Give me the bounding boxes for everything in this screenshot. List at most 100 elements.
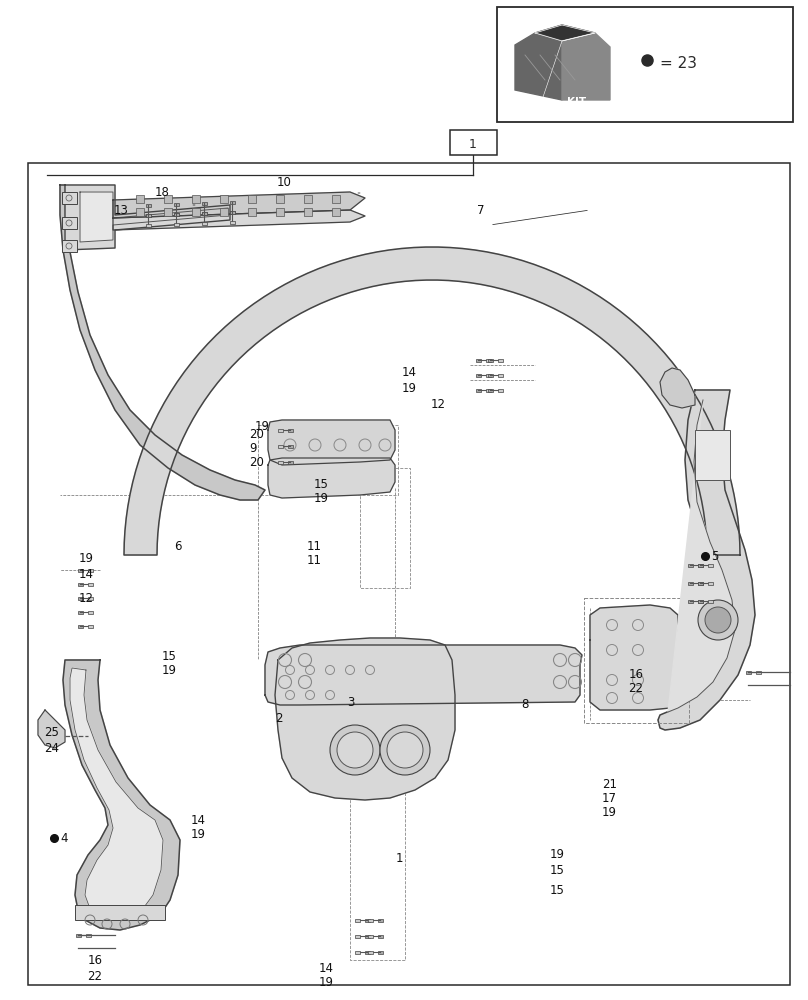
Bar [230,211,235,214]
Bar [62,192,77,204]
Bar [355,951,360,954]
Bar [756,671,761,674]
Bar [688,582,693,585]
Bar [62,240,77,252]
Bar [230,201,235,204]
Bar [497,7,793,122]
Bar [28,163,790,985]
Bar [288,445,293,448]
Bar [365,951,370,954]
Bar [192,208,200,216]
Bar [378,935,383,938]
Bar [304,195,312,203]
Bar [248,208,256,216]
Bar [332,195,340,203]
Bar [488,374,493,377]
Bar [355,919,360,922]
Text: KIT: KIT [520,97,539,107]
Text: 14: 14 [319,962,335,974]
Polygon shape [658,390,755,730]
Bar [355,935,360,938]
Text: 19: 19 [319,976,335,988]
Bar [230,211,235,214]
Bar [78,611,83,614]
Circle shape [330,725,380,775]
Polygon shape [60,185,265,500]
Polygon shape [65,185,230,250]
Bar [288,429,293,432]
Polygon shape [113,192,365,218]
Bar [248,195,256,203]
Text: 12: 12 [78,591,94,604]
Bar [288,461,293,464]
Bar [164,195,172,203]
Polygon shape [268,420,395,465]
Text: 19: 19 [549,848,565,861]
Text: 1: 1 [396,852,403,864]
Text: 14: 14 [402,366,417,379]
Text: 17: 17 [602,792,617,804]
Text: 8: 8 [521,698,528,712]
Bar [276,208,284,216]
Bar [486,374,491,377]
Text: 2: 2 [275,712,282,724]
Bar [365,935,370,938]
Text: 12: 12 [431,397,446,410]
Bar [488,359,493,362]
Text: 14: 14 [78,568,94,582]
Bar [378,951,383,954]
Bar [584,598,689,723]
Text: 25: 25 [44,726,59,738]
Text: 19: 19 [191,828,206,840]
Bar [368,935,373,938]
Polygon shape [668,400,735,712]
Text: 15: 15 [162,650,176,664]
Text: 15: 15 [549,863,564,876]
Text: 24: 24 [44,742,60,754]
Bar [76,934,81,937]
Bar [202,212,207,215]
Text: 19: 19 [255,420,270,434]
Bar [230,221,235,224]
Bar [486,389,491,392]
Bar [62,217,77,229]
Bar [498,374,503,377]
Text: 20: 20 [249,456,263,468]
Bar [746,671,751,674]
Bar [278,429,283,432]
Bar [164,208,172,216]
Text: 6: 6 [174,540,181,552]
Polygon shape [275,638,455,800]
Polygon shape [268,458,395,498]
Bar [146,204,151,207]
Text: 19: 19 [602,806,617,818]
Polygon shape [113,210,365,230]
Text: 19: 19 [314,491,329,504]
Bar [698,600,703,603]
Text: 5: 5 [711,550,718,562]
Text: 7: 7 [477,204,484,217]
Bar [450,130,497,155]
Text: 14: 14 [191,814,206,826]
Bar [78,569,83,572]
Bar [88,597,93,600]
Circle shape [698,600,738,640]
Bar [146,224,151,227]
Text: 11: 11 [307,540,322,552]
Bar [146,214,151,217]
Circle shape [337,732,373,768]
Bar [365,919,370,922]
Bar [350,790,405,960]
Text: 20: 20 [249,428,263,440]
Bar [476,359,481,362]
Bar [278,461,283,464]
Bar [698,564,703,567]
Bar [78,597,83,600]
Text: 1: 1 [469,137,477,150]
Bar [88,583,93,586]
Polygon shape [38,710,65,748]
Bar [498,359,503,362]
Text: 16: 16 [629,668,644,680]
Bar [258,425,398,495]
Bar [360,468,410,588]
